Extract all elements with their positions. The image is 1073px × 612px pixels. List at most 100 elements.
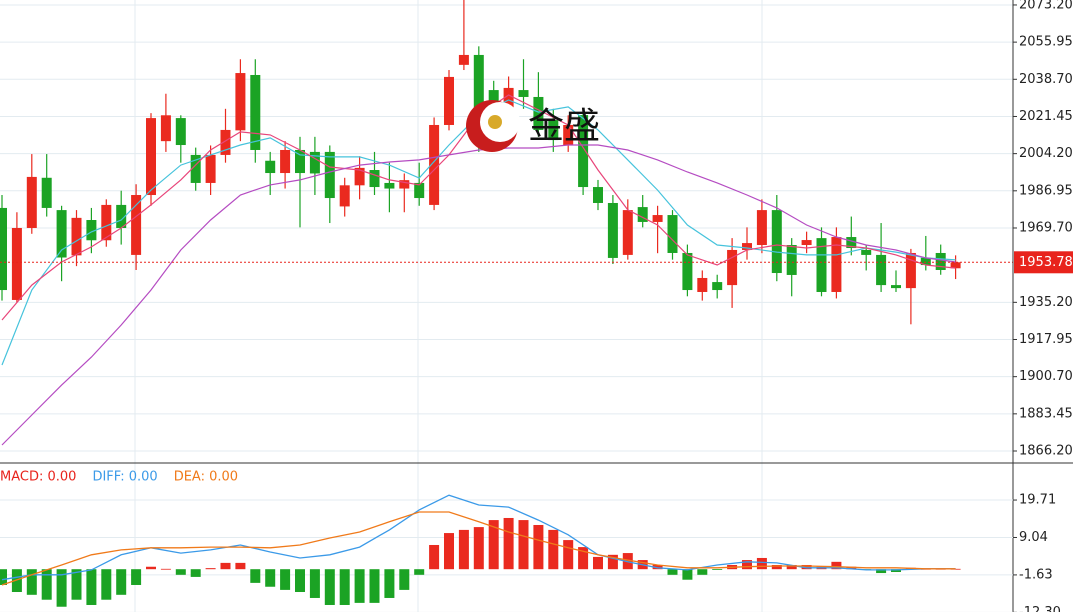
macd-bar: [399, 569, 410, 590]
dea-line: [1, 511, 956, 586]
macd-bar: [131, 569, 142, 585]
macd-bar: [831, 561, 842, 570]
candle-body: [905, 252, 916, 289]
candle-body: [622, 210, 633, 255]
macd-bar: [250, 569, 261, 583]
candle-body: [56, 210, 67, 258]
y-tick-label: 1900.70: [1019, 369, 1073, 384]
y-tick-label: 1935.20: [1019, 295, 1073, 310]
macd-bar: [771, 564, 782, 570]
macd-bar: [26, 569, 37, 595]
candle-body: [175, 118, 186, 146]
candle-body: [876, 254, 887, 286]
macd-bar: [309, 569, 320, 598]
candle-body: [771, 210, 782, 274]
macd-bar: [175, 569, 186, 575]
macd-bar: [712, 569, 723, 570]
macd-bar: [593, 556, 603, 570]
candle-body: [786, 245, 797, 275]
candle-body: [369, 170, 380, 188]
macd-bar: [429, 544, 440, 570]
legend-entry: DIFF: 0.00: [92, 470, 157, 485]
macd-bar: [444, 533, 454, 570]
macd-bar: [458, 529, 469, 570]
candle-body: [727, 249, 738, 286]
macd-bar: [488, 520, 499, 570]
candle-body: [146, 118, 156, 196]
macd-bar: [384, 569, 395, 598]
candle-body: [518, 90, 529, 97]
macd-bar: [578, 547, 589, 570]
candle-body: [295, 149, 305, 174]
candle-body: [384, 182, 395, 189]
candle-body: [444, 76, 454, 125]
candle-body: [682, 252, 693, 291]
price-panel: 2073.20 2055.95 2038.70 2021.45 2004.20 1986.…: [0, 0, 1073, 459]
macd-bar: [41, 569, 52, 600]
candle-body: [816, 238, 827, 292]
y-tick-label: 1866.20: [1019, 444, 1073, 459]
macd-bar: [503, 517, 514, 570]
macd-bar: [548, 529, 559, 570]
candle-body: [950, 262, 961, 269]
macd-bar: [295, 569, 305, 593]
macd-bar: [354, 569, 365, 603]
candle-body: [607, 202, 618, 258]
macd-bar: [0, 569, 7, 585]
candle-body: [101, 204, 112, 241]
y-tick-label: 9.04: [1019, 530, 1048, 545]
macd-bar: [607, 554, 618, 570]
candle-body: [697, 277, 708, 292]
candle-body: [205, 154, 216, 183]
candle-body: [280, 149, 291, 174]
macd-bar: [235, 562, 246, 570]
macd-bar: [190, 569, 201, 577]
macd-bar: [563, 540, 574, 570]
y-tick-label: -12.30: [1019, 605, 1061, 612]
candle-body: [891, 285, 901, 289]
macd-bar: [56, 569, 67, 607]
macd-bar: [101, 569, 112, 600]
candle-body: [652, 215, 663, 222]
macd-bar: [876, 569, 887, 574]
macd-bar: [518, 520, 529, 570]
candle-body: [756, 210, 767, 246]
macd-bar: [205, 568, 216, 570]
macd-bar: [265, 569, 276, 587]
macd-bar: [160, 568, 171, 570]
candle-body: [414, 182, 425, 199]
candle-body: [920, 257, 931, 266]
watermark-text: 金盛: [528, 106, 600, 147]
candle-body: [250, 74, 261, 150]
macd-panel: 19.71 9.04 -1.63 -12.30 MACD: 0.00 DIFF: 0.00…: [0, 470, 1061, 612]
candle-body: [458, 54, 469, 65]
watermark-logo: 金盛: [466, 100, 600, 152]
y-tick-label: 1883.45: [1019, 406, 1073, 421]
macd-bar: [11, 569, 22, 593]
candle-body: [578, 115, 589, 188]
macd-bar: [742, 560, 752, 570]
macd-bar: [220, 562, 231, 570]
candle-body: [265, 160, 276, 174]
macd-bar: [324, 569, 335, 605]
candle-body: [131, 195, 142, 255]
y-tick-label: 19.71: [1019, 493, 1056, 508]
candle-body: [71, 217, 82, 256]
macd-bar: [369, 569, 380, 603]
macd-bar: [280, 569, 291, 590]
candle-body: [473, 54, 484, 141]
candle-body: [861, 249, 872, 255]
legend-entry: MACD: 0.00: [0, 470, 76, 485]
last-price-box: [1014, 251, 1073, 274]
candle-body: [0, 207, 7, 291]
candle-body: [801, 240, 812, 246]
macd-bar: [801, 564, 812, 570]
candle-body: [429, 124, 440, 205]
macd-bar: [667, 569, 678, 575]
y-tick-label: 2055.95: [1019, 35, 1073, 50]
macd-bar: [414, 569, 425, 575]
macd-bar: [756, 557, 767, 570]
macd-bar: [622, 553, 633, 570]
legend-entry: DEA: 0.00: [174, 470, 238, 485]
